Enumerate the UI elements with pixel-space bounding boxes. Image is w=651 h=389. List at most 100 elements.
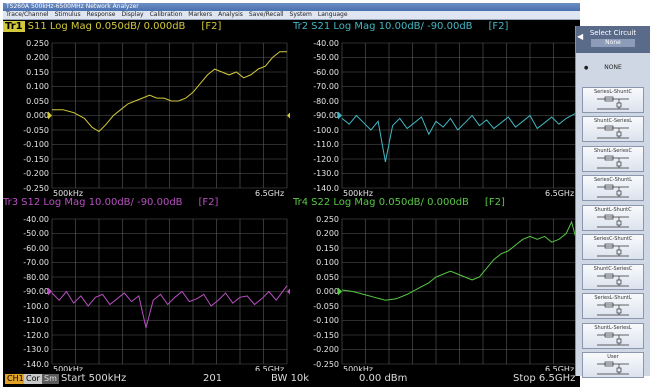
source-power[interactable]: 0.00 dBm — [359, 373, 408, 384]
window-title: TS260A 500kHz-6500MHz Network Analyzer — [3, 3, 580, 11]
tr1-format-tag: [F2] — [201, 21, 222, 32]
tr4-label[interactable]: Tr4 — [293, 197, 309, 208]
circuit-schematic-icon — [597, 184, 629, 198]
tr4-measurement-title: S22 Log Mag 0.050dB/ 0.000dB — [311, 197, 469, 208]
menu-item-save-recall[interactable]: Save/Recall — [248, 11, 284, 18]
tr3-plot[interactable] — [3, 196, 290, 372]
s12-trace-line — [51, 285, 288, 328]
tr3-label[interactable]: Tr3 — [3, 197, 19, 208]
y-tick-label: -50.00 — [313, 53, 339, 62]
x-start-label: 500kHz — [343, 365, 374, 374]
circuit-schematic-icon — [597, 361, 629, 375]
start-frequency[interactable]: Start 500kHz — [61, 373, 127, 384]
y-tick-label: -0.250 — [23, 183, 49, 193]
y-tick-label: -70.00 — [23, 258, 49, 267]
menu-item-markers[interactable]: Markers — [188, 11, 213, 18]
circuit-button-seriesl-shuntc[interactable]: SeriesL-ShuntC — [582, 86, 644, 113]
x-stop-label: 6.5GHz — [255, 365, 285, 374]
tr1-label[interactable]: Tr1 — [3, 21, 25, 32]
tr2-panel[interactable]: Tr2 S21 Log Mag 10.00dB/ -90.00dB [F2] -40.… — [293, 20, 580, 198]
circuit-button-shuntc-seriesl[interactable]: ShuntC-SeriesL — [582, 116, 644, 142]
y-tick-label: 0.200 — [316, 229, 339, 238]
tr2-measurement-title: S21 Log Mag 10.00dB/ -90.00dB — [311, 21, 473, 32]
y-tick-label: -90.00 — [313, 111, 339, 120]
channel-badge[interactable]: CH1 — [5, 374, 26, 384]
tr3-title-row[interactable]: Tr3 S12 Log Mag 10.00dB/ -90.00dB [F2] — [3, 196, 218, 210]
back-arrow-icon[interactable]: ◀ — [577, 32, 584, 41]
tr1-plot[interactable] — [3, 20, 290, 196]
reference-marker-right — [287, 288, 290, 295]
menu-item-trace-channel[interactable]: Trace/Channel — [6, 11, 49, 18]
menu-item-response[interactable]: Response — [86, 11, 116, 18]
tr3-measurement-title: S12 Log Mag 10.00dB/ -90.00dB — [21, 197, 183, 208]
y-tick-label: -0.150 — [313, 330, 339, 340]
circuit-button-shuntl-seriesl[interactable]: ShuntL-SeriesL — [582, 322, 644, 349]
x-stop-label: 6.5GHz — [255, 189, 285, 198]
menu-item-display[interactable]: Display — [121, 11, 144, 18]
tr1-title-row[interactable]: Tr1 S11 Log Mag 0.050dB/ 0.000dB [F2] — [3, 20, 221, 34]
s21-trace-line — [341, 112, 578, 162]
tr2-plot[interactable] — [293, 20, 580, 196]
smoothing-badge[interactable]: Sm — [42, 374, 59, 384]
circuit-button-label: ShuntL-SeriesL — [594, 324, 632, 331]
x-start-label: 500kHz — [343, 189, 374, 198]
status-bar: CH1 Cor Sm Start 500kHz 201 BW 10k 0.00 … — [3, 371, 580, 387]
x-stop-label: 6.5GHz — [545, 189, 575, 198]
circuit-button-label: NONE — [604, 64, 622, 71]
tr2-title-row[interactable]: Tr2 S21 Log Mag 10.00dB/ -90.00dB [F2] — [293, 20, 508, 34]
if-bandwidth[interactable]: BW 10k — [271, 373, 310, 384]
circuit-button-none[interactable]: ● NONE — [582, 57, 644, 79]
circuit-schematic-icon — [597, 332, 629, 345]
selected-indicator-icon: ● — [584, 65, 589, 71]
y-tick-label: 0.100 — [316, 258, 339, 267]
tr4-format-tag: [F2] — [484, 197, 505, 208]
tr4-plot[interactable] — [293, 196, 580, 372]
tr4-panel[interactable]: Tr4 S22 Log Mag 0.050dB/ 0.000dB [F2] 0.250… — [293, 196, 580, 374]
circuit-button-seriesl-shuntl[interactable]: SeriesL-ShuntL — [582, 293, 644, 319]
y-tick-label: -0.100 — [313, 316, 339, 325]
circuit-schematic-icon — [597, 214, 629, 227]
select-circuit-title: Select Circuit — [589, 29, 637, 37]
circuit-schematic-icon — [597, 273, 629, 286]
y-tick-label: -120.0 — [23, 330, 49, 340]
circuit-schematic-icon — [597, 96, 629, 109]
y-tick-label: -0.100 — [23, 140, 49, 149]
y-tick-label: -60.00 — [313, 67, 339, 77]
menu-bar: Trace/Channel Stimulus Response Display Cali… — [3, 11, 580, 20]
circuit-button-shuntl-shuntc[interactable]: ShuntL-ShuntC — [582, 204, 644, 231]
y-tick-label: 0.250 — [26, 38, 49, 48]
tr2-label[interactable]: Tr2 — [293, 21, 309, 32]
circuit-schematic-icon — [597, 125, 629, 139]
circuit-button-shuntl-seriesc[interactable]: ShuntL-SeriesC — [582, 145, 644, 172]
y-tick-label: 0.150 — [26, 67, 49, 77]
circuit-button-shuntc-seriesc[interactable]: ShuntC-SeriesC — [582, 263, 644, 290]
circuit-button-label: ShuntC-SeriesL — [593, 118, 633, 124]
y-tick-label: -60.00 — [23, 243, 49, 253]
select-circuit-panel: ◀ Select Circuit None ● NONE SeriesL-Shunt… — [575, 26, 650, 378]
y-tick-label: -130.0 — [23, 345, 49, 354]
circuit-button-seriesc-shuntl[interactable]: SeriesC-ShuntL — [582, 175, 644, 201]
stop-frequency[interactable]: Stop 6.5GHz — [513, 373, 576, 384]
menu-item-analysis[interactable]: Analysis — [218, 11, 243, 18]
menu-item-stimulus[interactable]: Stimulus — [54, 11, 81, 18]
tr4-title-row[interactable]: Tr4 S22 Log Mag 0.050dB/ 0.000dB [F2] — [293, 196, 505, 210]
tr1-panel[interactable]: Tr1 S11 Log Mag 0.050dB/ 0.000dB [F2] 0.250… — [3, 20, 290, 198]
menu-item-language[interactable]: Language — [317, 11, 348, 18]
correction-badge[interactable]: Cor — [24, 374, 42, 384]
reference-marker-left — [338, 287, 342, 296]
y-tick-label: -140.0 — [23, 359, 49, 369]
network-analyzer-window: TS260A 500kHz-6500MHz Network Analyzer T… — [3, 3, 580, 387]
menu-item-calibration[interactable]: Calibration — [149, 11, 183, 18]
reference-marker-right — [287, 112, 290, 119]
y-tick-label: -0.200 — [313, 345, 339, 354]
menu-item-system[interactable]: System — [289, 11, 312, 18]
y-tick-label: -40.00 — [23, 214, 49, 224]
y-tick-label: 0.050 — [316, 272, 339, 282]
tr3-panel[interactable]: Tr3 S12 Log Mag 10.00dB/ -90.00dB [F2] -40.… — [3, 196, 290, 374]
circuit-schematic-icon — [597, 302, 629, 316]
sweep-points[interactable]: 201 — [203, 373, 223, 384]
x-start-label: 500kHz — [53, 189, 84, 198]
circuit-button-seriesc-shuntc[interactable]: SeriesC-ShuntC — [582, 234, 644, 260]
circuit-button-label: ShuntL-ShuntC — [594, 206, 632, 213]
circuit-button-user[interactable]: User — [582, 352, 644, 378]
